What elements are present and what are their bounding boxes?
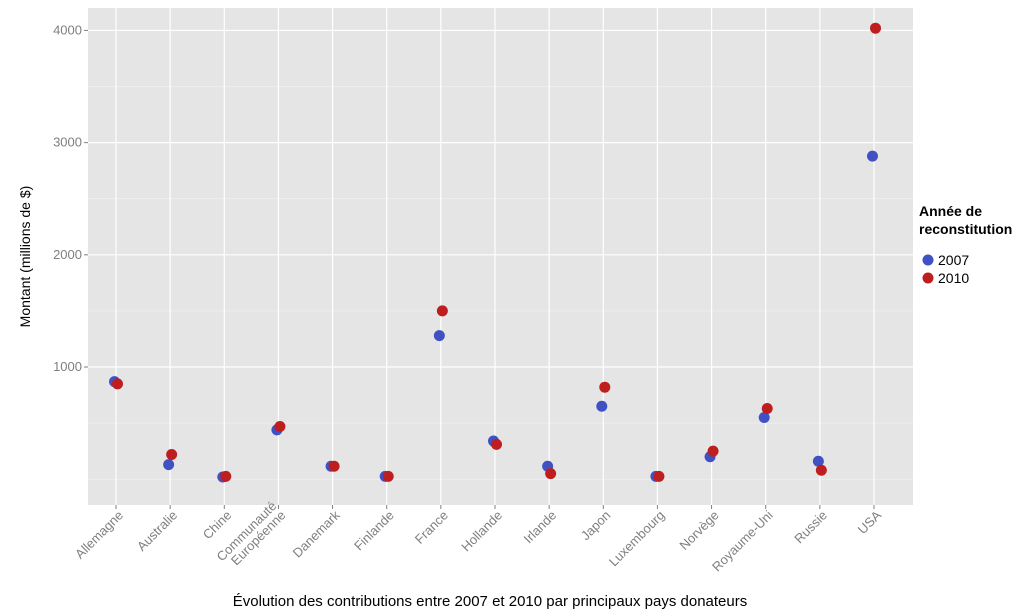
y-tick-labels: 1000 2000 3000 4000 bbox=[53, 22, 88, 374]
point-2007-6 bbox=[433, 330, 445, 342]
x-tick-labels: Allemagne Australie ChineCommunautéEuropée… bbox=[72, 498, 884, 574]
point-2007-12 bbox=[758, 411, 770, 423]
x-tick-label: Luxembourg bbox=[606, 508, 668, 570]
point-2010-14 bbox=[870, 22, 881, 34]
x-tick-label: Norvège bbox=[676, 508, 721, 553]
point-2010-9 bbox=[599, 381, 611, 393]
x-tick-label: Russie bbox=[791, 508, 830, 547]
plot-background bbox=[88, 8, 913, 505]
point-2010-11 bbox=[707, 445, 719, 457]
point-2010-10 bbox=[653, 470, 665, 482]
point-2007-1 bbox=[163, 459, 175, 471]
point-2010-4 bbox=[328, 460, 340, 472]
legend-title-line-1: Année de bbox=[919, 203, 982, 219]
point-2010-8 bbox=[545, 468, 557, 480]
legend-label-2010: 2010 bbox=[938, 270, 969, 286]
point-2010-6 bbox=[436, 305, 448, 317]
y-tick-label: 1000 bbox=[53, 359, 82, 374]
point-2010-13 bbox=[815, 464, 827, 476]
x-tick-label: Japon bbox=[578, 508, 614, 544]
x-tick-label: USA bbox=[855, 507, 885, 537]
y-axis-label: Montant (millions de $) bbox=[17, 186, 33, 328]
legend-key-2007 bbox=[922, 254, 934, 266]
x-tick-label: Australie bbox=[134, 508, 180, 554]
y-tick-label: 3000 bbox=[53, 135, 82, 150]
point-2007-14 bbox=[867, 150, 878, 162]
x-tick-label: Irlande bbox=[521, 508, 560, 547]
point-2010-3 bbox=[274, 420, 286, 432]
x-tick-label: Finlande bbox=[351, 508, 397, 554]
x-tick-label: France bbox=[412, 508, 451, 547]
point-2010-1 bbox=[166, 449, 178, 461]
legend-label-2007: 2007 bbox=[938, 252, 969, 268]
point-2010-2 bbox=[220, 470, 232, 482]
point-2010-7 bbox=[491, 438, 502, 450]
legend-title-line-2: reconstitution bbox=[919, 221, 1012, 237]
point-2010-0 bbox=[112, 378, 123, 390]
y-tick-label: 2000 bbox=[53, 247, 82, 262]
x-tick-label: Danemark bbox=[290, 507, 343, 560]
x-axis-label: Évolution des contributions entre 2007 e… bbox=[233, 593, 748, 610]
point-2010-12 bbox=[761, 403, 773, 415]
legend: Année de reconstitution 2007 2010 bbox=[919, 203, 1012, 286]
point-2010-5 bbox=[382, 470, 394, 482]
point-2007-9 bbox=[596, 400, 608, 412]
y-tick-label: 4000 bbox=[53, 22, 82, 37]
x-tick-label: Hollande bbox=[458, 508, 505, 555]
x-tick-label: Allemagne bbox=[72, 508, 126, 562]
data-points bbox=[109, 22, 881, 483]
legend-key-2010 bbox=[922, 272, 934, 284]
point-2007-13 bbox=[812, 455, 824, 467]
